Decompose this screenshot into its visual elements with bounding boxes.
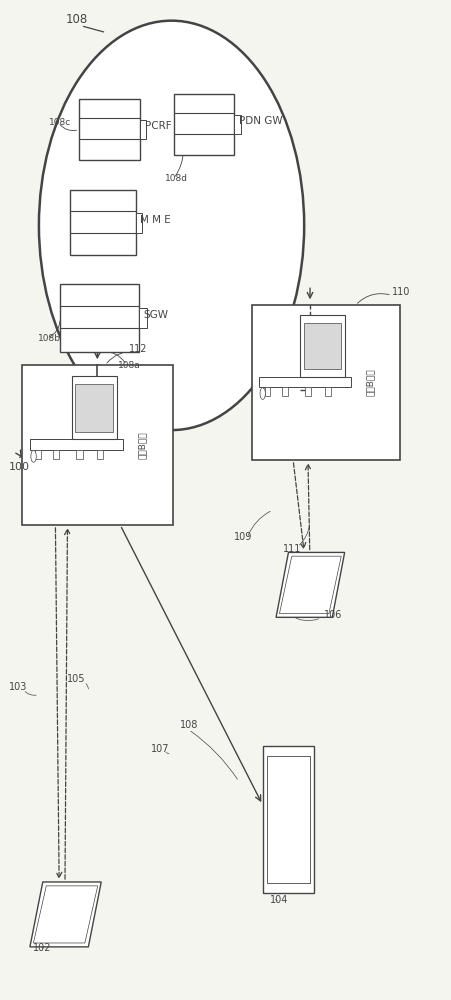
- Text: 111: 111: [283, 544, 301, 554]
- Bar: [140, 120, 146, 139]
- Text: 108c: 108c: [49, 118, 72, 127]
- Bar: [252, 305, 400, 460]
- Bar: [300, 315, 345, 377]
- Polygon shape: [30, 882, 101, 947]
- Text: 108b: 108b: [37, 334, 60, 343]
- Bar: [60, 284, 139, 352]
- Text: 103: 103: [9, 682, 27, 692]
- Bar: [97, 450, 103, 459]
- Bar: [325, 387, 331, 396]
- Circle shape: [31, 450, 36, 462]
- Text: 108a: 108a: [118, 361, 140, 370]
- Bar: [79, 99, 140, 160]
- Bar: [136, 213, 142, 233]
- Text: M M E: M M E: [140, 215, 171, 225]
- Bar: [75, 384, 113, 432]
- Text: 107: 107: [152, 744, 170, 754]
- Polygon shape: [33, 886, 98, 943]
- Text: 108: 108: [179, 720, 198, 730]
- Bar: [53, 450, 59, 459]
- Bar: [235, 115, 240, 134]
- Bar: [262, 746, 314, 893]
- Text: 109: 109: [234, 532, 252, 542]
- Text: 110: 110: [392, 287, 410, 297]
- Bar: [259, 377, 351, 387]
- Text: 104: 104: [270, 895, 288, 905]
- Text: 108: 108: [66, 13, 88, 26]
- Bar: [22, 365, 173, 525]
- Bar: [139, 308, 147, 328]
- Polygon shape: [280, 556, 341, 614]
- Ellipse shape: [39, 21, 304, 430]
- Bar: [265, 387, 271, 396]
- Text: PCRF: PCRF: [145, 121, 171, 131]
- Bar: [36, 450, 41, 459]
- Circle shape: [260, 388, 265, 399]
- Bar: [72, 376, 117, 439]
- Text: 112: 112: [129, 344, 147, 354]
- Text: 100: 100: [9, 462, 30, 472]
- Text: SGW: SGW: [144, 310, 169, 320]
- Text: 102: 102: [33, 943, 51, 953]
- Bar: [267, 756, 310, 883]
- Bar: [304, 323, 341, 369]
- Bar: [77, 450, 83, 459]
- Bar: [174, 94, 235, 155]
- Bar: [305, 387, 311, 396]
- Bar: [30, 439, 123, 450]
- Text: 108d: 108d: [165, 174, 188, 183]
- Text: 演进B节点: 演进B节点: [366, 369, 375, 396]
- Text: 演进B节点: 演进B节点: [138, 431, 147, 459]
- Bar: [282, 387, 288, 396]
- Polygon shape: [276, 552, 345, 617]
- Text: PDN GW: PDN GW: [239, 116, 283, 126]
- Bar: [70, 190, 136, 255]
- Text: 105: 105: [67, 674, 86, 684]
- Text: 106: 106: [323, 610, 342, 620]
